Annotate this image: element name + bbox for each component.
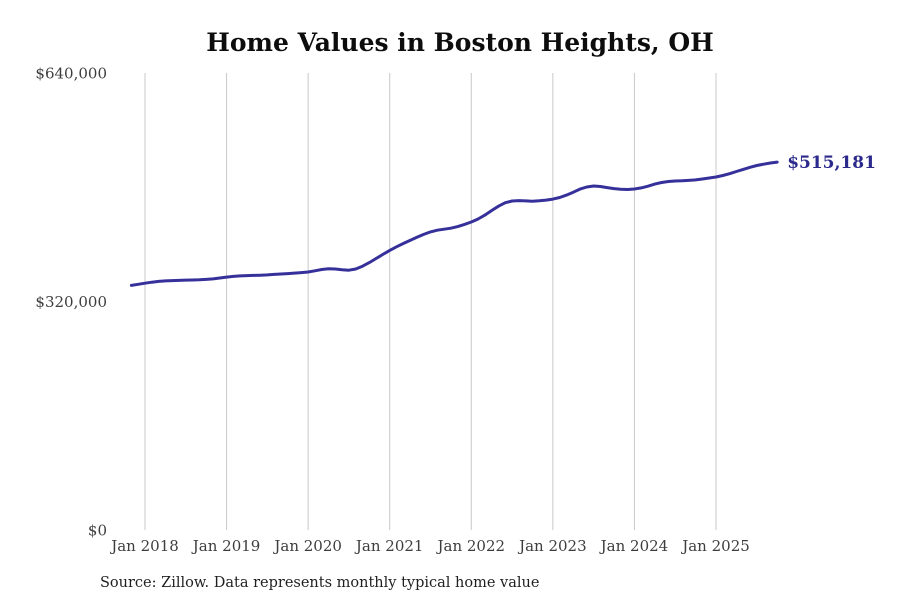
x-tick-label: Jan 2023	[517, 537, 587, 555]
gridlines	[144, 73, 717, 530]
x-tick-label: Jan 2018	[109, 537, 179, 555]
x-tick-label: Jan 2022	[436, 537, 506, 555]
y-tick-label: $320,000	[35, 293, 107, 311]
chart-title: Home Values in Boston Heights, OH	[206, 28, 713, 57]
source-note: Source: Zillow. Data represents monthly …	[100, 575, 539, 591]
x-tick-label: Jan 2020	[272, 537, 342, 555]
x-axis-tick-labels: Jan 2018 Jan 2019 Jan 2020 Jan 2021 Jan 2022…	[109, 537, 750, 555]
x-tick-label: Jan 2024	[599, 537, 669, 555]
y-tick-label: $640,000	[35, 65, 107, 83]
y-tick-label: $0	[88, 522, 107, 540]
x-tick-label: Jan 2025	[680, 537, 750, 555]
x-tick-label: Jan 2021	[354, 537, 424, 555]
y-axis-tick-labels: $0 $320,000 $640,000	[35, 65, 107, 540]
home-value-line-series	[129, 160, 779, 287]
x-tick-label: Jan 2019	[191, 537, 261, 555]
end-value-label: $515,181	[787, 153, 876, 173]
